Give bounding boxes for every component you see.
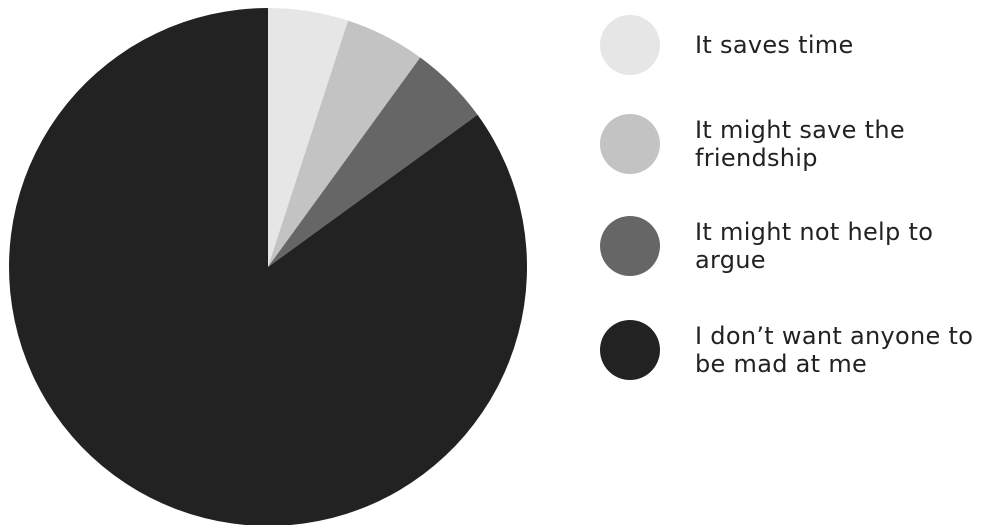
legend-item-mad-at-me: I don’t want anyone to be mad at me: [600, 320, 985, 380]
pie-slice-0: [268, 8, 349, 267]
legend-label-save-friendship: It might save the friendship: [695, 116, 905, 172]
legend-item-not-help-argue: It might not help to argue: [600, 216, 985, 276]
legend-swatch-saves-time: [600, 15, 660, 75]
pie-slice-3: [9, 8, 527, 525]
legend-label-not-help-argue: It might not help to argue: [695, 218, 934, 274]
pie-slice-2: [268, 57, 478, 268]
pie-slice-1: [268, 20, 421, 268]
legend-item-saves-time: It saves time: [600, 15, 985, 75]
pie-plot-area: [9, 8, 527, 525]
legend-swatch-not-help-argue: [600, 216, 660, 276]
legend-swatch-mad-at-me: [600, 320, 660, 380]
legend-swatch-save-friendship: [600, 114, 660, 174]
legend: It saves time It might save the friendsh…: [600, 0, 988, 525]
legend-label-saves-time: It saves time: [695, 31, 854, 59]
legend-item-save-friendship: It might save the friendship: [600, 114, 985, 174]
legend-label-mad-at-me: I don’t want anyone to be mad at me: [695, 322, 974, 378]
